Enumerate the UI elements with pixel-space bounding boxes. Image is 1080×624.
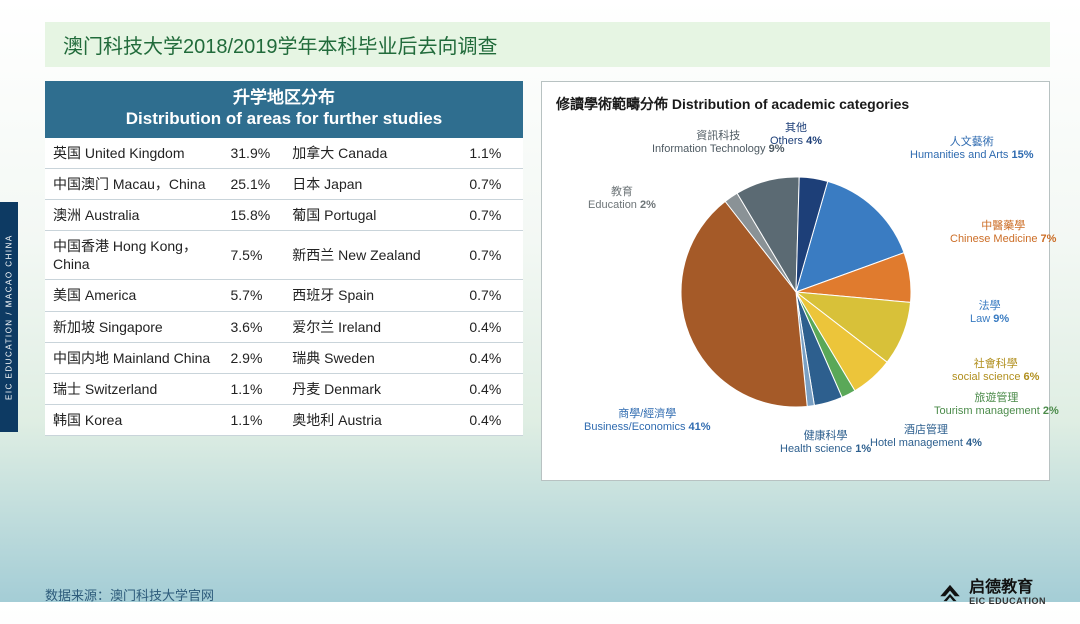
pct-cell: 0.7% [461, 231, 523, 280]
pct-cell: 3.6% [222, 311, 284, 342]
brand-logo: 启德教育 EIC EDUCATION [937, 580, 1046, 606]
area-cell: 葡国 Portugal [284, 199, 461, 230]
pct-cell: 7.5% [222, 231, 284, 280]
side-ribbon: EIC EDUCATION / MACAO CHINA [0, 202, 18, 432]
area-cell: 中国香港 Hong Kong，China [45, 231, 222, 280]
pie-label: 健康科學Health science 1% [780, 430, 871, 455]
data-source: 数据来源：澳门科技大学官网 [45, 585, 214, 604]
table-row: 澳洲 Australia15.8%葡国 Portugal0.7% [45, 199, 523, 230]
pct-cell: 0.4% [461, 405, 523, 436]
pie-label: 旅遊管理Tourism management 2% [934, 392, 1059, 417]
area-cell: 澳洲 Australia [45, 199, 222, 230]
area-cell: 中国内地 Mainland China [45, 342, 222, 373]
area-cell: 加拿大 Canada [284, 138, 461, 169]
pie-label: 酒店管理Hotel management 4% [870, 424, 982, 449]
table-row: 新加坡 Singapore3.6%爱尔兰 Ireland0.4% [45, 311, 523, 342]
area-distribution-table: 升学地区分布 Distribution of areas for further… [45, 81, 523, 481]
area-cell: 日本 Japan [284, 168, 461, 199]
pie-label: 社會科學social science 6% [952, 358, 1039, 383]
table-row: 美国 America5.7%西班牙 Spain0.7% [45, 280, 523, 311]
table-body: 英国 United Kingdom31.9%加拿大 Canada1.1%中国澳门… [45, 138, 523, 437]
pct-cell: 1.1% [222, 374, 284, 405]
logo-text-en: EIC EDUCATION [969, 596, 1046, 606]
area-cell: 韩国 Korea [45, 405, 222, 436]
table-header: 升学地区分布 Distribution of areas for further… [45, 81, 523, 138]
page-title: 澳门科技大学2018/2019学年本科毕业后去向调查 [45, 22, 1050, 67]
logo-text-cn: 启德教育 [969, 580, 1046, 596]
area-cell: 爱尔兰 Ireland [284, 311, 461, 342]
table-row: 韩国 Korea1.1%奥地利 Austria0.4% [45, 405, 523, 436]
content-row: 升学地区分布 Distribution of areas for further… [0, 67, 1080, 481]
pct-cell: 0.7% [461, 168, 523, 199]
pct-cell: 0.4% [461, 374, 523, 405]
pct-cell: 0.7% [461, 280, 523, 311]
pie-label: 法學Law 9% [970, 300, 1009, 325]
table-row: 英国 United Kingdom31.9%加拿大 Canada1.1% [45, 138, 523, 169]
pie-label: 商學/經濟學Business/Economics 41% [584, 408, 711, 433]
pie-label: 其他Others 4% [770, 122, 822, 147]
pie-area: 人文藝術Humanities and Arts 15%中醫藥學Chinese M… [550, 122, 1041, 462]
area-cell: 西班牙 Spain [284, 280, 461, 311]
pie-label: 人文藝術Humanities and Arts 15% [910, 136, 1034, 161]
pct-cell: 25.1% [222, 168, 284, 199]
academic-categories-chart: 修讀學術範疇分佈 Distribution of academic catego… [541, 81, 1050, 481]
table-header-en: Distribution of areas for further studie… [126, 109, 442, 128]
table-row: 瑞士 Switzerland1.1%丹麦 Denmark0.4% [45, 374, 523, 405]
table-row: 中国香港 Hong Kong，China7.5%新西兰 New Zealand0… [45, 231, 523, 280]
table-row: 中国内地 Mainland China2.9%瑞典 Sweden0.4% [45, 342, 523, 373]
area-cell: 美国 America [45, 280, 222, 311]
pct-cell: 0.4% [461, 342, 523, 373]
area-cell: 奥地利 Austria [284, 405, 461, 436]
pie-svg [671, 167, 921, 417]
pct-cell: 0.4% [461, 311, 523, 342]
area-cell: 瑞士 Switzerland [45, 374, 222, 405]
pct-cell: 15.8% [222, 199, 284, 230]
table-row: 中国澳门 Macau，China25.1%日本 Japan0.7% [45, 168, 523, 199]
pct-cell: 1.1% [461, 138, 523, 169]
pct-cell: 1.1% [222, 405, 284, 436]
table-header-cn: 升学地区分布 [233, 88, 335, 107]
pct-cell: 0.7% [461, 199, 523, 230]
area-cell: 瑞典 Sweden [284, 342, 461, 373]
area-cell: 中国澳门 Macau，China [45, 168, 222, 199]
area-cell: 英国 United Kingdom [45, 138, 222, 169]
pct-cell: 5.7% [222, 280, 284, 311]
pie-label: 中醫藥學Chinese Medicine 7% [950, 220, 1056, 245]
pct-cell: 2.9% [222, 342, 284, 373]
pct-cell: 31.9% [222, 138, 284, 169]
logo-icon [937, 580, 963, 606]
area-cell: 新西兰 New Zealand [284, 231, 461, 280]
pie-label: 教育Education 2% [588, 186, 656, 211]
pie-title: 修讀學術範疇分佈 Distribution of academic catego… [550, 92, 1041, 122]
area-cell: 丹麦 Denmark [284, 374, 461, 405]
pie-label: 資訊科技Information Technology 9% [652, 130, 785, 155]
area-cell: 新加坡 Singapore [45, 311, 222, 342]
